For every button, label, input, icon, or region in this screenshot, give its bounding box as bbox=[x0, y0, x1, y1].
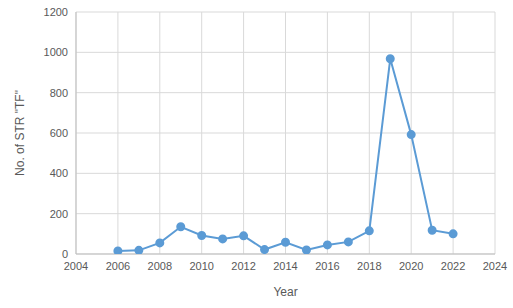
svg-text:2008: 2008 bbox=[148, 260, 172, 272]
svg-text:2012: 2012 bbox=[231, 260, 255, 272]
svg-text:2010: 2010 bbox=[189, 260, 213, 272]
svg-text:1000: 1000 bbox=[44, 46, 68, 58]
svg-text:2020: 2020 bbox=[399, 260, 423, 272]
svg-text:2014: 2014 bbox=[273, 260, 297, 272]
svg-text:2016: 2016 bbox=[315, 260, 339, 272]
svg-text:2024: 2024 bbox=[483, 260, 505, 272]
svg-text:800: 800 bbox=[50, 87, 68, 99]
svg-text:1200: 1200 bbox=[44, 6, 68, 18]
svg-text:2004: 2004 bbox=[64, 260, 88, 272]
svg-text:No. of STR "TF": No. of STR "TF" bbox=[13, 90, 27, 176]
svg-text:600: 600 bbox=[50, 127, 68, 139]
svg-text:2018: 2018 bbox=[357, 260, 381, 272]
svg-text:400: 400 bbox=[50, 167, 68, 179]
svg-text:2006: 2006 bbox=[106, 260, 130, 272]
svg-text:Year: Year bbox=[273, 285, 297, 299]
svg-text:200: 200 bbox=[50, 208, 68, 220]
svg-text:2022: 2022 bbox=[441, 260, 465, 272]
svg-text:0: 0 bbox=[62, 248, 68, 260]
